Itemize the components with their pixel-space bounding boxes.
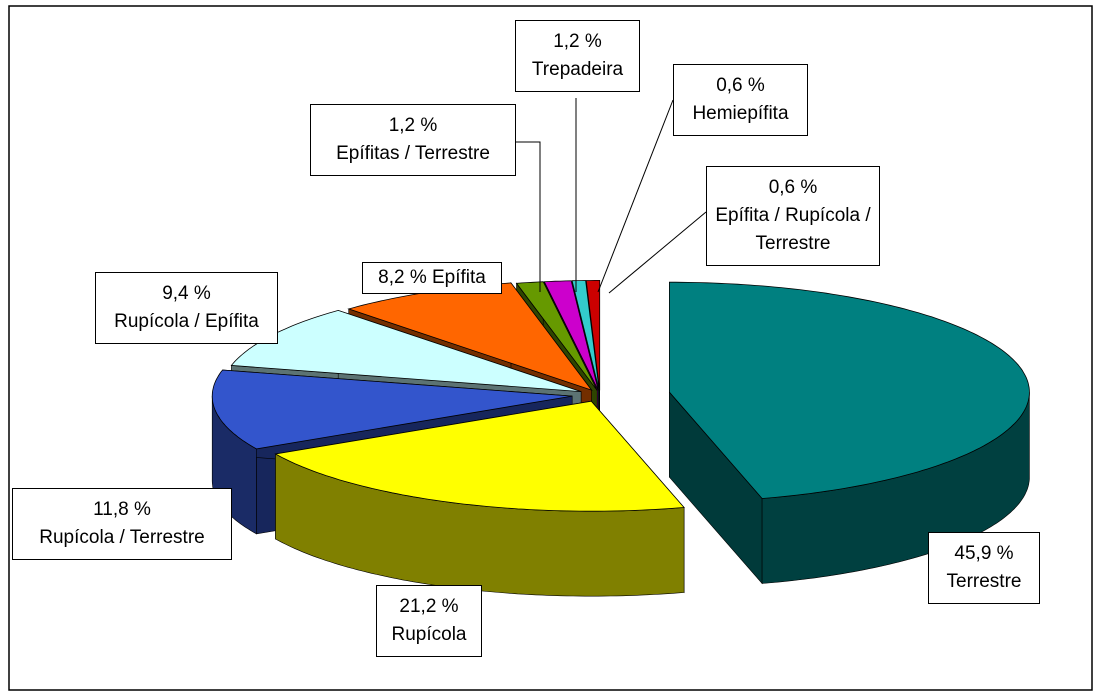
value-label: 45,9 % (954, 543, 1014, 564)
data-label: 1,2 % Trepadeira (515, 20, 640, 92)
category-label: Epífita (432, 267, 486, 288)
pie-slice (669, 281, 1030, 499)
category-label: Terrestre (946, 571, 1022, 592)
data-label: 9,4 % Rupícola / Epífita (95, 272, 278, 344)
value-label: 1,2 % (553, 31, 602, 52)
category-label: Epífitas / Terrestre (336, 143, 490, 164)
data-label: 8,2 % Epífita (362, 262, 502, 294)
category-label: Epífita / Rupícola / Terrestre (715, 205, 871, 254)
data-label: 21,2 % Rupícola (376, 585, 482, 657)
data-label: 0,6 % Epífita / Rupícola / Terrestre (706, 166, 880, 266)
leader-line (608, 211, 707, 294)
value-label: 11,8 % (93, 499, 151, 520)
pie-slice (515, 281, 598, 391)
data-label: 11,8 % Rupícola / Terrestre (12, 488, 232, 560)
category-label: Hemiepífita (692, 103, 789, 124)
chart-border (8, 5, 1093, 691)
value-label: 0,6 % (768, 177, 818, 198)
value-label: 0,6 % (716, 75, 765, 96)
category-label: Rupícola / Epífita (114, 311, 259, 332)
pie-slice (543, 280, 599, 391)
category-label: Rupícola (391, 624, 467, 645)
data-label: 0,6 % Hemiepífita (673, 64, 808, 136)
value-label: 1,2 % (388, 115, 438, 136)
pie-slice (211, 369, 573, 450)
data-label: 1,2 % Epífitas / Terrestre (310, 104, 516, 176)
pie-slice (571, 280, 600, 391)
value-label: 21,2 % (399, 596, 459, 617)
value-label: 9,4 % (162, 283, 211, 304)
leader-line (516, 141, 541, 292)
value-label: 8,2 % (378, 267, 427, 288)
category-label: Rupícola / Terrestre (39, 527, 205, 548)
pie-slice (585, 280, 601, 391)
leader-line (597, 99, 674, 293)
pie-slice (274, 400, 685, 512)
category-label: Trepadeira (531, 59, 624, 80)
data-label: 45,9 % Terrestre (928, 532, 1040, 604)
